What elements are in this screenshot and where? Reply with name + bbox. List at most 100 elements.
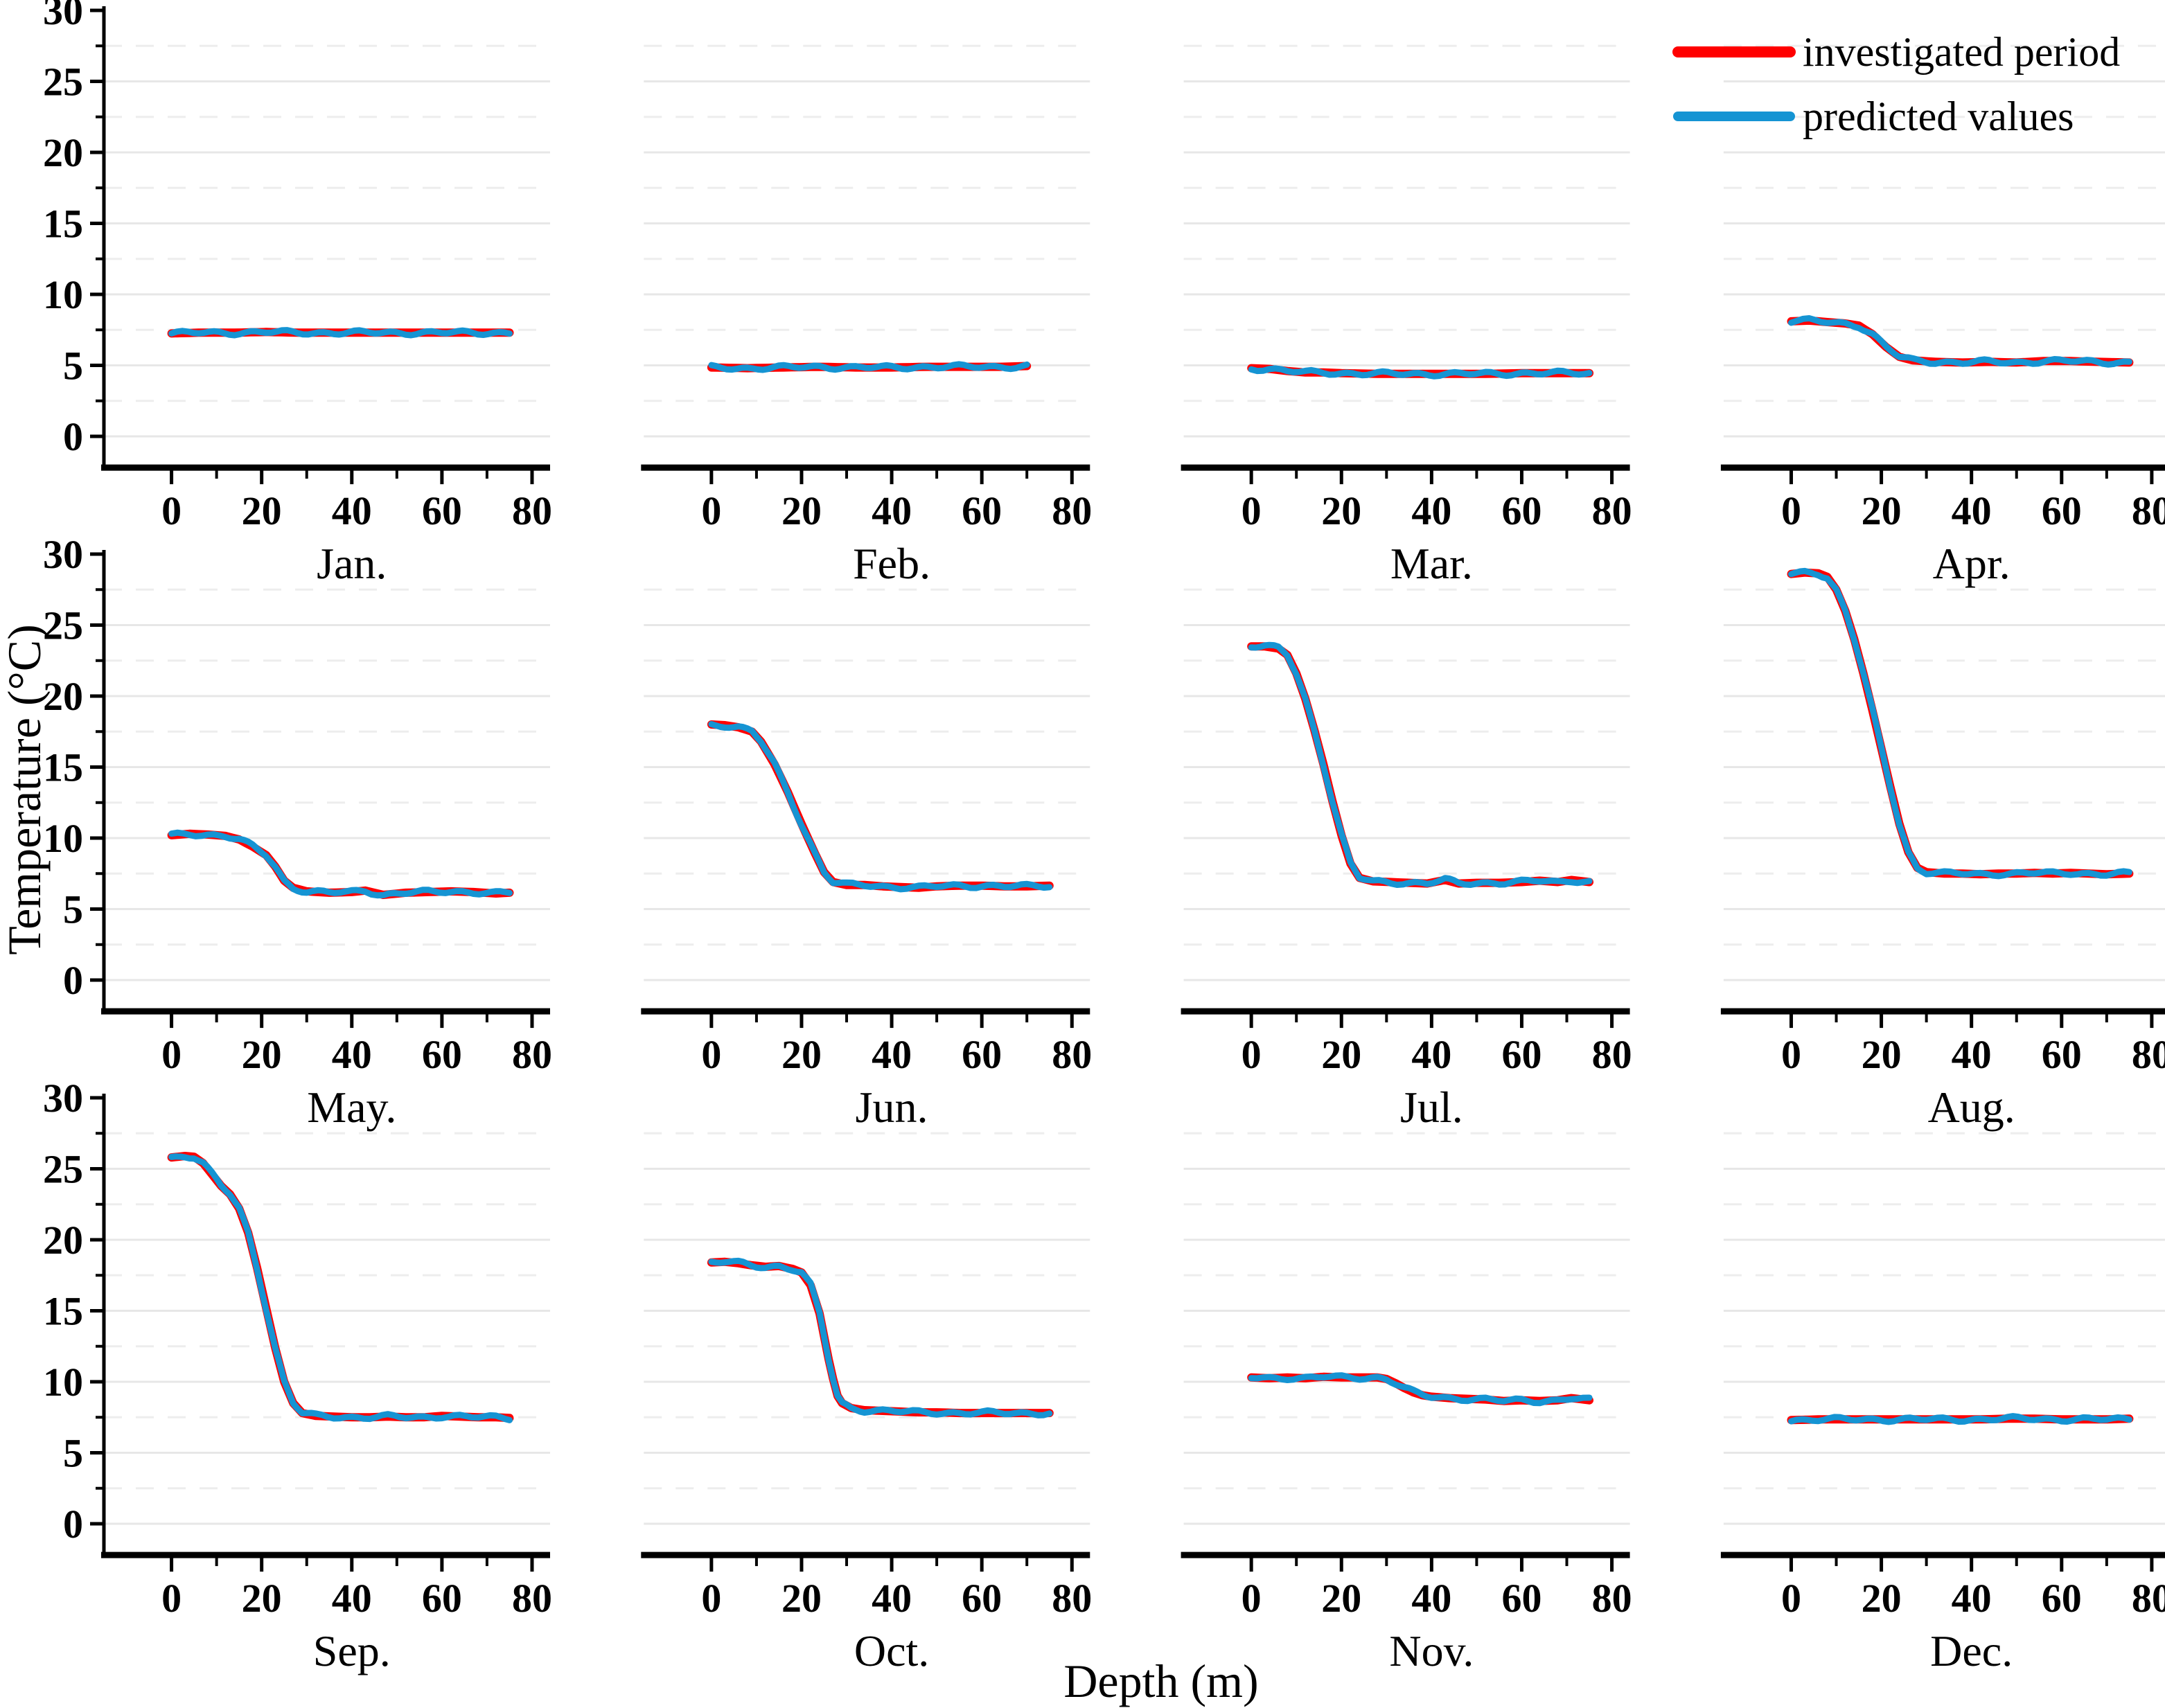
predicted-line-dec bbox=[1788, 1413, 2132, 1425]
x-tick-label: 40 bbox=[332, 1032, 372, 1077]
x-tick-label: 40 bbox=[1952, 1032, 1992, 1077]
month-label-jul: Jul. bbox=[1400, 1083, 1463, 1132]
y-tick-label: 25 bbox=[43, 603, 83, 648]
x-tick-label: 80 bbox=[2132, 1032, 2165, 1077]
panel-may: 0 20 40 60 80 0 5 10 15 20 25 30 May. bbox=[43, 532, 552, 1132]
investigated-line-may bbox=[167, 829, 514, 899]
x-tick-label: 20 bbox=[781, 1032, 822, 1077]
y-tick-label: 10 bbox=[43, 272, 83, 317]
predicted-line-aug bbox=[1788, 567, 2132, 880]
legend-predicted-label: predicted values bbox=[1803, 94, 2074, 139]
y-tick-label: 5 bbox=[63, 1431, 83, 1476]
x-tick-label: 80 bbox=[512, 488, 552, 533]
x-tick-label: 60 bbox=[2042, 1576, 2082, 1621]
panel-dec: 0 20 40 60 80 Dec. bbox=[1720, 1132, 2165, 1675]
x-tick-label: 80 bbox=[512, 1576, 552, 1621]
y-tick-label: 10 bbox=[43, 816, 83, 861]
month-label-oct: Oct. bbox=[854, 1626, 929, 1675]
y-tick-label: 15 bbox=[43, 1289, 83, 1334]
month-label-aug: Aug. bbox=[1928, 1083, 2015, 1132]
y-tick-label: 5 bbox=[63, 887, 83, 932]
panel-jun: 0 20 40 60 80 Jun. bbox=[641, 588, 1092, 1132]
y-tick-label: 10 bbox=[43, 1360, 83, 1405]
y-tick-label: 0 bbox=[63, 414, 83, 459]
month-label-may: May. bbox=[307, 1083, 396, 1132]
investigated-line-apr bbox=[1787, 316, 2134, 367]
x-tick-label: 20 bbox=[1862, 1032, 1902, 1077]
x-tick-label: 20 bbox=[781, 488, 822, 533]
month-label-nov: Nov. bbox=[1389, 1626, 1474, 1675]
x-tick-label: 80 bbox=[1592, 1032, 1632, 1077]
x-tick-label: 20 bbox=[242, 1576, 282, 1621]
y-tick-label: 25 bbox=[43, 1147, 83, 1192]
investigated-line-oct bbox=[707, 1257, 1054, 1418]
x-tick-label: 60 bbox=[1501, 1576, 1541, 1621]
panel-mar: 0 20 40 60 80 Mar. bbox=[1181, 44, 1632, 588]
x-tick-label: 80 bbox=[1052, 1576, 1092, 1621]
x-tick-label: 40 bbox=[1411, 488, 1451, 533]
month-label-dec: Dec. bbox=[1930, 1626, 2013, 1675]
x-tick-label: 0 bbox=[1781, 1032, 1801, 1077]
month-label-jun: Jun. bbox=[856, 1083, 928, 1132]
x-tick-label: 0 bbox=[1241, 1032, 1262, 1077]
y-tick-label: 25 bbox=[43, 60, 83, 105]
x-tick-label: 40 bbox=[1411, 1576, 1451, 1621]
x-tick-label: 80 bbox=[2132, 1576, 2165, 1621]
month-label-sep: Sep. bbox=[313, 1626, 391, 1675]
x-tick-label: 60 bbox=[422, 1576, 462, 1621]
investigated-line-sep bbox=[167, 1152, 514, 1423]
y-tick-label: 0 bbox=[63, 958, 83, 1003]
month-label-apr: Apr. bbox=[1933, 539, 2011, 588]
y-tick-label: 20 bbox=[43, 1218, 83, 1263]
x-tick-label: 0 bbox=[1241, 488, 1262, 533]
x-tick-label: 20 bbox=[1321, 1032, 1361, 1077]
x-tick-label: 20 bbox=[242, 1032, 282, 1077]
x-tick-label: 20 bbox=[1321, 488, 1361, 533]
x-tick-label: 60 bbox=[422, 488, 462, 533]
predicted-line-jan bbox=[168, 327, 513, 339]
x-tick-label: 0 bbox=[161, 1576, 182, 1621]
y-tick-label: 30 bbox=[43, 532, 83, 577]
x-tick-label: 40 bbox=[332, 488, 372, 533]
x-tick-label: 80 bbox=[1592, 1576, 1632, 1621]
month-label-feb: Feb. bbox=[853, 539, 930, 588]
panel-feb: 0 20 40 60 80 Feb. bbox=[641, 44, 1092, 588]
y-tick-label: 20 bbox=[43, 674, 83, 719]
x-tick-label: 20 bbox=[1862, 1576, 1902, 1621]
x-tick-label: 80 bbox=[1052, 1032, 1092, 1077]
x-tick-label: 0 bbox=[1241, 1576, 1262, 1621]
panel-oct: 0 20 40 60 80 Oct. bbox=[641, 1132, 1092, 1675]
predicted-line-may bbox=[168, 829, 513, 899]
predicted-line-apr bbox=[1788, 315, 2132, 368]
y-tick-label: 15 bbox=[43, 202, 83, 247]
x-tick-label: 40 bbox=[872, 1032, 912, 1077]
x-tick-label: 0 bbox=[1781, 488, 1801, 533]
x-tick-label: 0 bbox=[701, 1032, 721, 1077]
x-tick-label: 20 bbox=[781, 1576, 822, 1621]
x-tick-label: 80 bbox=[512, 1032, 552, 1077]
panel-aug: 0 20 40 60 80 Aug. bbox=[1720, 567, 2165, 1132]
x-tick-label: 0 bbox=[161, 488, 182, 533]
y-tick-label: 30 bbox=[43, 1076, 83, 1121]
y-tick-label: 5 bbox=[63, 344, 83, 389]
x-tick-label: 40 bbox=[332, 1576, 372, 1621]
x-tick-label: 40 bbox=[1411, 1032, 1451, 1077]
y-axis-title: Temperature (°C) bbox=[0, 624, 51, 954]
x-tick-label: 0 bbox=[1781, 1576, 1801, 1621]
month-label-jan: Jan. bbox=[317, 539, 387, 588]
x-tick-label: 0 bbox=[161, 1032, 182, 1077]
predicted-line-feb bbox=[708, 361, 1030, 373]
y-tick-label: 20 bbox=[43, 130, 83, 175]
y-tick-label: 15 bbox=[43, 745, 83, 790]
x-tick-label: 40 bbox=[1952, 488, 1992, 533]
x-tick-label: 0 bbox=[701, 488, 721, 533]
x-tick-label: 80 bbox=[1592, 488, 1632, 533]
x-tick-label: 60 bbox=[962, 1032, 1002, 1077]
legend-investigated-label: investigated period bbox=[1803, 29, 2120, 75]
x-tick-label: 60 bbox=[1501, 1032, 1541, 1077]
legend: investigated period predicted values bbox=[1672, 29, 2120, 139]
predicted-line-sep bbox=[168, 1153, 513, 1423]
x-tick-label: 60 bbox=[2042, 1032, 2082, 1077]
